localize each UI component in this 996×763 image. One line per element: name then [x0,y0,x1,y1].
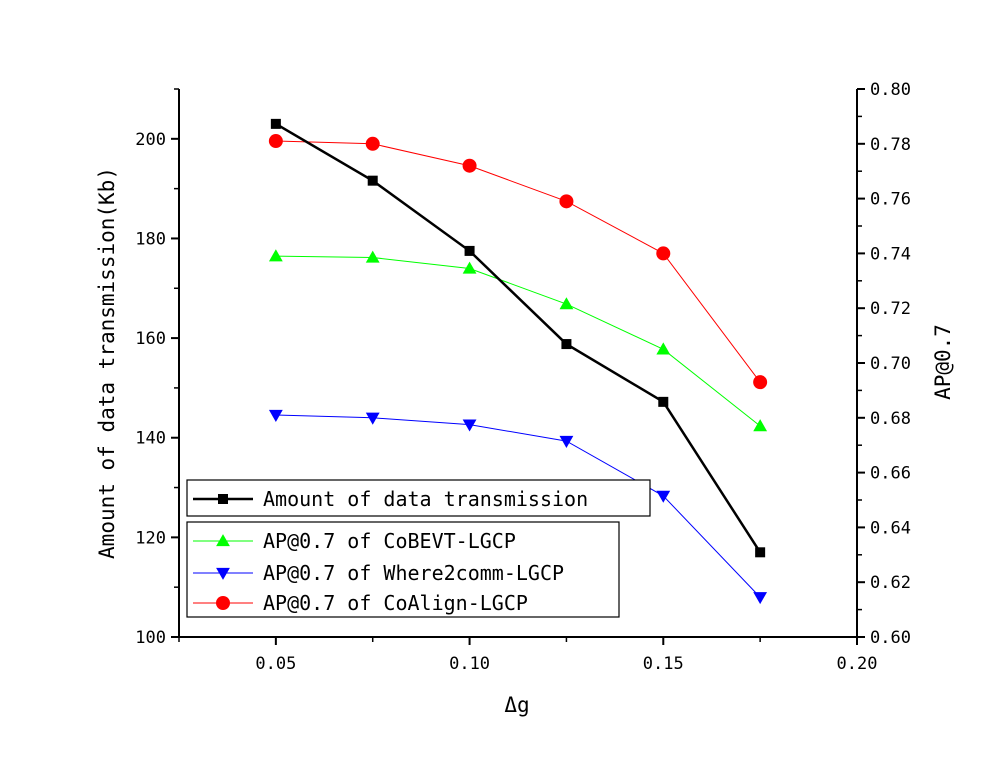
y-right-tick-label: 0.80 [870,80,911,100]
series-3 [268,134,768,390]
legend-box-secondary [186,521,620,618]
marker-triangle-down [656,490,671,503]
legend-box-primary [186,479,651,517]
series-line [275,122,762,553]
legend-item-2: AP@0.7 of Where2comm-LGCP [193,561,564,585]
y-right-tick-label: 0.76 [870,190,911,210]
x-tick-label: 0.05 [255,654,296,674]
legend: Amount of data transmission AP@0.7 of CoB… [186,479,651,618]
y-left-tick-label: 120 [135,528,166,548]
series-layer [268,118,768,605]
x-axis-title: Δg [504,693,529,717]
marker-circle [656,246,671,261]
marker-square [367,175,378,186]
marker-triangle-up [656,342,671,355]
series-2 [268,409,768,605]
marker-circle [365,136,380,151]
x-tick-label: 0.10 [449,654,490,674]
series-line [275,255,761,427]
marker-circle [462,158,477,173]
y-left-axis-title: Amount of data transmission(Kb) [95,167,119,559]
series-0 [270,118,766,558]
marker-triangle-down [753,592,768,605]
marker-square [561,339,572,350]
y-right-tick-label: 0.70 [870,354,911,374]
legend-label: AP@0.7 of CoBEVT-LGCP [263,529,516,553]
marker-triangle-up [268,249,283,262]
axes: 0.05 0.10 0.15 0.20 100 120 140 160 180 200 0.60 0.… [135,80,911,674]
marker-triangle-up [216,534,230,547]
legend-label: AP@0.7 of Where2comm-LGCP [263,561,564,585]
legend-label: AP@0.7 of CoAlign-LGCP [263,591,528,615]
series-line [275,140,761,383]
marker-triangle-up [365,250,380,263]
marker-circle [216,596,230,610]
y-left-tick-label: 200 [135,130,166,150]
y-left-tick-label: 140 [135,429,166,449]
legend-label: Amount of data transmission [263,487,588,511]
y-right-axis-title: AP@0.7 [931,324,955,400]
marker-square [755,547,766,558]
marker-circle [753,375,768,390]
marker-triangle-down [559,435,574,448]
marker-triangle-down [365,412,380,425]
legend-item-3: AP@0.7 of CoAlign-LGCP [193,591,528,615]
x-tick-label: 0.15 [643,654,684,674]
y-right-tick-label: 0.60 [870,628,911,648]
legend-item-1: AP@0.7 of CoBEVT-LGCP [193,529,516,553]
y-right-tick-label: 0.62 [870,573,911,593]
y-right-tick-label: 0.72 [870,299,911,319]
marker-circle [559,194,574,209]
marker-circle [268,134,283,149]
marker-triangle-up [462,261,477,274]
marker-square [218,494,228,504]
marker-triangle-down [462,419,477,432]
y-right-tick-label: 0.74 [870,244,911,264]
y-right-tick-label: 0.64 [870,518,911,538]
y-right-tick-label: 0.68 [870,409,911,429]
y-left-tick-label: 100 [135,628,166,648]
y-left-tick-label: 180 [135,229,166,249]
marker-square [658,396,669,407]
series-line [275,414,761,598]
marker-triangle-down [268,409,283,422]
y-right-tick-label: 0.66 [870,464,911,484]
marker-triangle-down [216,567,230,580]
marker-triangle-up [559,297,574,310]
y-right-tick-label: 0.78 [870,135,911,155]
marker-triangle-up [753,419,768,432]
x-tick-label: 0.20 [837,654,878,674]
legend-item-0: Amount of data transmission [193,487,588,511]
marker-square [270,118,281,129]
series-1 [268,249,768,432]
y-left-tick-label: 160 [135,329,166,349]
marker-square [464,245,475,256]
